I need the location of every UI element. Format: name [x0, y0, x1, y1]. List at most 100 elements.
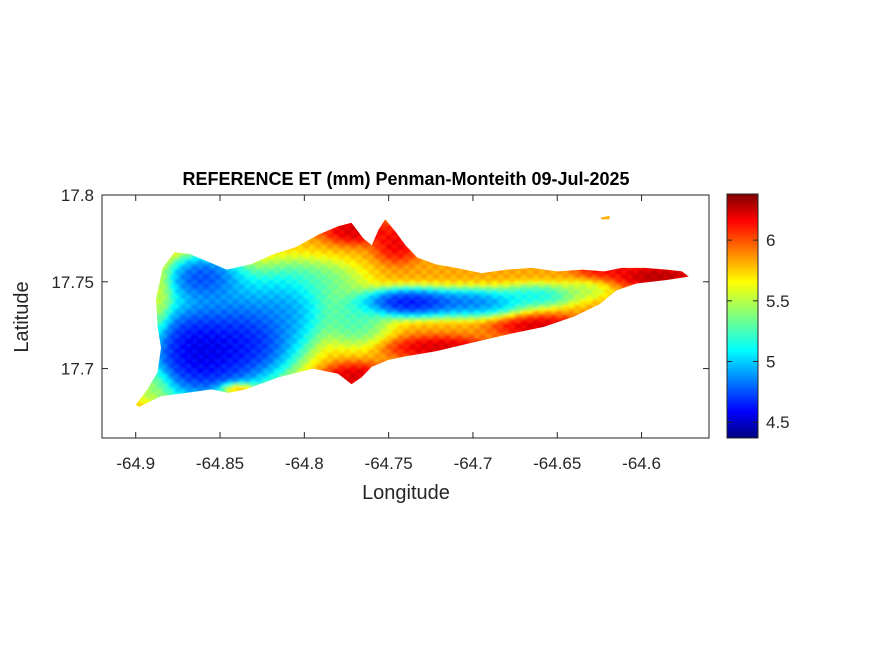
- heatmap-cell: [307, 271, 311, 276]
- heatmap-cell: [619, 268, 623, 273]
- heatmap-cell: [625, 268, 629, 273]
- heatmap-cell: [397, 253, 401, 258]
- heatmap-cell: [622, 280, 626, 285]
- heatmap-cell: [274, 271, 278, 276]
- heatmap-cell: [271, 271, 275, 276]
- heatmap-cell: [493, 283, 497, 288]
- heatmap-cell: [163, 280, 167, 285]
- heatmap-cell: [502, 268, 506, 273]
- heatmap-cell: [193, 277, 197, 282]
- heatmap-cell: [331, 247, 335, 252]
- heatmap-cell: [349, 253, 353, 258]
- heatmap-cell: [394, 235, 398, 240]
- heatmap-cell: [217, 274, 221, 279]
- heatmap-cell: [463, 280, 467, 285]
- heatmap-cell: [316, 271, 320, 276]
- heatmap-cell: [619, 277, 623, 282]
- heatmap-cell: [643, 271, 647, 276]
- heatmap-cell: [337, 250, 341, 255]
- heatmap-cell: [442, 265, 446, 270]
- heatmap-cell: [385, 271, 389, 276]
- heatmap-cell: [427, 280, 431, 285]
- heatmap-cell: [460, 277, 464, 282]
- heatmap-cell: [313, 280, 317, 285]
- heatmap-cell: [316, 268, 320, 273]
- heatmap-cell: [295, 283, 299, 288]
- heatmap-cell: [565, 280, 569, 285]
- heatmap-cell: [394, 280, 398, 285]
- heatmap-cell: [628, 271, 632, 276]
- heatmap-cell: [595, 271, 599, 276]
- heatmap-cell: [352, 280, 356, 285]
- heatmap-cell: [265, 259, 269, 264]
- heatmap-cell: [490, 283, 494, 288]
- heatmap-cell: [277, 262, 281, 267]
- heatmap-cell: [523, 280, 527, 285]
- heatmap-cell: [607, 271, 611, 276]
- heatmap-cell: [310, 238, 314, 243]
- heatmap-cell: [652, 268, 656, 273]
- heatmap-cell: [238, 280, 242, 285]
- heatmap-cell: [214, 283, 218, 288]
- heatmap-cell: [655, 271, 659, 276]
- heatmap-cell: [169, 271, 173, 276]
- heatmap-cell: [193, 259, 197, 264]
- heatmap-cell: [352, 247, 356, 252]
- heatmap-cell: [373, 235, 377, 240]
- heatmap-cell: [271, 283, 275, 288]
- heatmap-cell: [529, 274, 533, 279]
- heatmap-cell: [256, 265, 260, 270]
- heatmap-cell: [553, 283, 557, 288]
- heatmap-cell: [448, 268, 452, 273]
- heatmap-cell: [319, 232, 323, 237]
- heatmap-cell: [436, 277, 440, 282]
- heatmap-cell: [526, 268, 530, 273]
- heatmap-cell: [391, 253, 395, 258]
- heatmap-cell: [217, 280, 221, 285]
- heatmap-cell: [334, 259, 338, 264]
- heatmap-cell: [259, 274, 263, 279]
- heatmap-cell: [319, 283, 323, 288]
- heatmap-cell: [475, 271, 479, 276]
- heatmap-cell: [571, 274, 575, 279]
- heatmap-cell: [625, 283, 629, 288]
- heatmap-cell: [652, 277, 656, 282]
- heatmap-cell: [394, 247, 398, 252]
- heatmap-cell: [211, 268, 215, 273]
- heatmap-cell: [340, 235, 344, 240]
- heatmap-cell: [418, 280, 422, 285]
- heatmap-cell: [343, 247, 347, 252]
- heatmap-cell: [415, 256, 419, 261]
- heatmap-cell: [430, 271, 434, 276]
- heatmap-cell: [379, 274, 383, 279]
- heatmap-cell: [490, 280, 494, 285]
- heatmap-cell: [160, 280, 164, 285]
- heatmap-cell: [325, 250, 329, 255]
- heatmap-cell: [277, 277, 281, 282]
- heatmap-cell: [178, 256, 182, 261]
- heatmap-cell: [340, 274, 344, 279]
- heatmap-cell: [310, 277, 314, 282]
- heatmap-cell: [430, 268, 434, 273]
- heatmap-cell: [313, 241, 317, 246]
- heatmap-cell: [313, 277, 317, 282]
- heatmap-cell: [643, 277, 647, 282]
- heatmap-cell: [310, 274, 314, 279]
- heatmap-cell: [607, 274, 611, 279]
- heatmap-cell: [349, 238, 353, 243]
- heatmap-cell: [238, 274, 242, 279]
- heatmap-cell: [409, 253, 413, 258]
- heatmap-cell: [172, 283, 176, 288]
- heatmap-cell: [370, 262, 374, 267]
- heatmap-cell: [196, 268, 200, 273]
- heatmap-cell: [313, 283, 317, 288]
- heatmap-cell: [313, 238, 317, 243]
- heatmap-cell: [340, 268, 344, 273]
- heatmap-cell: [265, 274, 269, 279]
- heatmap-cell: [553, 280, 557, 285]
- heatmap-cell: [343, 223, 347, 228]
- heatmap-cell: [445, 277, 449, 282]
- heatmap-cell: [244, 277, 248, 282]
- heatmap-cell: [325, 232, 329, 237]
- heatmap-cell: [394, 259, 398, 264]
